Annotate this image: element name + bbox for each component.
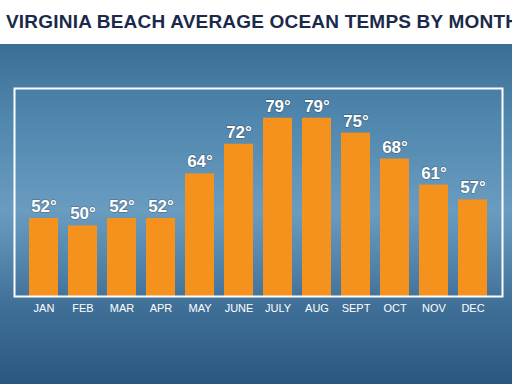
svg-text:APR: APR (150, 302, 173, 314)
svg-text:64°: 64° (187, 152, 213, 171)
svg-text:61°: 61° (421, 164, 447, 183)
svg-text:SEPT: SEPT (342, 302, 371, 314)
svg-text:57°: 57° (460, 178, 486, 197)
svg-text:MAY: MAY (188, 302, 212, 314)
svg-text:AUG: AUG (305, 302, 329, 314)
svg-text:79°: 79° (265, 97, 291, 116)
svg-text:MAR: MAR (110, 302, 135, 314)
svg-text:68°: 68° (382, 138, 408, 157)
svg-text:79°: 79° (304, 97, 330, 116)
svg-text:52°: 52° (109, 197, 135, 216)
svg-text:NOV: NOV (422, 302, 447, 314)
svg-text:52°: 52° (31, 197, 57, 216)
svg-text:DEC: DEC (461, 302, 484, 314)
svg-text:72°: 72° (226, 123, 252, 142)
svg-text:50°: 50° (70, 204, 96, 223)
svg-text:OCT: OCT (383, 302, 407, 314)
svg-text:JUNE: JUNE (225, 302, 254, 314)
svg-text:JAN: JAN (34, 302, 55, 314)
svg-text:52°: 52° (148, 197, 174, 216)
svg-text:JULY: JULY (265, 302, 292, 314)
svg-text:FEB: FEB (72, 302, 93, 314)
svg-text:75°: 75° (343, 112, 369, 131)
